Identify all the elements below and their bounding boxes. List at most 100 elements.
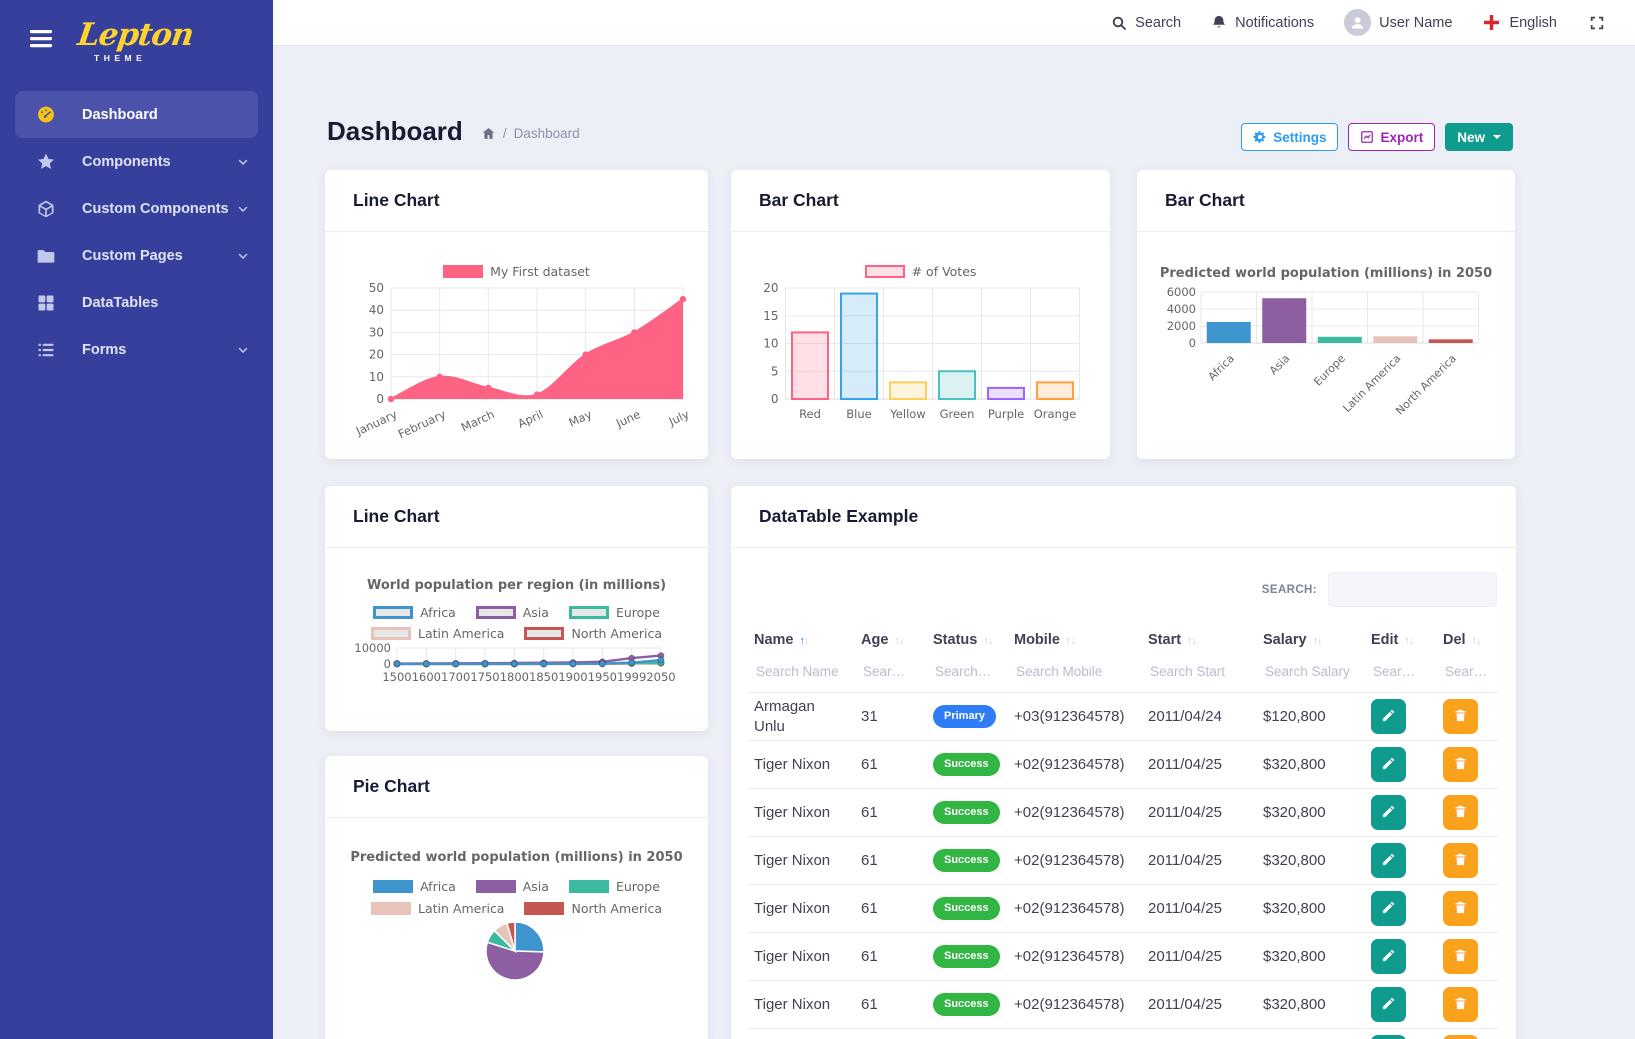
filter-input-mobile[interactable] bbox=[1014, 663, 1131, 680]
legend-item-#-of-votes[interactable]: # of Votes bbox=[864, 264, 977, 279]
delete-button[interactable] bbox=[1443, 795, 1478, 830]
cell-del bbox=[1437, 692, 1499, 741]
cell-age: 61 bbox=[855, 836, 927, 885]
export-button[interactable]: Export bbox=[1348, 123, 1436, 151]
column-header-name[interactable]: Name ↑↓ bbox=[748, 621, 855, 659]
sidebar-item-datatables[interactable]: DataTables bbox=[0, 279, 273, 326]
column-header-salary[interactable]: Salary ↑↓ bbox=[1257, 621, 1365, 659]
filter-input-name[interactable] bbox=[754, 663, 846, 680]
legend-item-north-america[interactable]: North America bbox=[524, 901, 662, 916]
filter-input-salary[interactable] bbox=[1263, 663, 1356, 680]
sidebar-item-custom-pages[interactable]: Custom Pages bbox=[0, 232, 273, 279]
legend-item-my-first-dataset[interactable]: My First dataset bbox=[443, 264, 590, 279]
sidebar-item-custom-components[interactable]: Custom Components bbox=[0, 185, 273, 232]
filter-input-age[interactable] bbox=[861, 663, 921, 680]
navbar-notifications[interactable]: Notifications bbox=[1211, 14, 1314, 31]
column-header-edit[interactable]: Edit ↑↓ bbox=[1365, 621, 1437, 659]
edit-button[interactable] bbox=[1371, 1035, 1406, 1039]
legend-label: North America bbox=[571, 626, 662, 641]
legend-label: # of Votes bbox=[911, 264, 977, 279]
legend-item-europe[interactable]: Europe bbox=[568, 605, 660, 620]
navbar-language[interactable]: English bbox=[1482, 13, 1557, 32]
edit-button[interactable] bbox=[1371, 795, 1406, 830]
legend-swatch bbox=[371, 627, 412, 640]
app-logo[interactable]: Lepton THEME bbox=[76, 17, 196, 63]
cell-del bbox=[1437, 1028, 1499, 1039]
sidebar-item-dashboard[interactable]: Dashboard bbox=[15, 91, 258, 138]
sidebar-item-components[interactable]: Components bbox=[0, 138, 273, 185]
filter-input-status[interactable] bbox=[933, 663, 1001, 680]
search-label: Search bbox=[1135, 14, 1182, 31]
cell-age: 31 bbox=[855, 692, 927, 741]
edit-button[interactable] bbox=[1371, 987, 1406, 1022]
filter-input-edit[interactable] bbox=[1371, 663, 1431, 680]
cell-status: Primary bbox=[927, 692, 1008, 741]
column-header-status[interactable]: Status ↑↓ bbox=[927, 621, 1008, 659]
delete-button[interactable] bbox=[1443, 843, 1478, 878]
fullscreen-button[interactable] bbox=[1587, 13, 1607, 33]
svg-text:July: July bbox=[666, 407, 692, 429]
cell-edit bbox=[1365, 740, 1437, 789]
column-header-start[interactable]: Start ↑↓ bbox=[1142, 621, 1257, 659]
chart-title: Predicted world population (millions) in… bbox=[1159, 266, 1493, 281]
breadcrumb-home-link[interactable] bbox=[481, 126, 496, 141]
svg-text:10: 10 bbox=[763, 337, 778, 351]
table-search-input[interactable] bbox=[1328, 572, 1497, 607]
cell-salary: $320,800 bbox=[1257, 740, 1365, 789]
edit-button[interactable] bbox=[1371, 843, 1406, 878]
delete-button[interactable] bbox=[1443, 1035, 1478, 1039]
export-button-label: Export bbox=[1380, 129, 1424, 145]
new-button[interactable]: New bbox=[1445, 123, 1513, 151]
legend-item-europe[interactable]: Europe bbox=[568, 879, 660, 894]
edit-button[interactable] bbox=[1371, 891, 1406, 926]
svg-text:0: 0 bbox=[1189, 336, 1196, 350]
legend-item-north-america[interactable]: North America bbox=[524, 626, 662, 641]
column-label: Edit bbox=[1371, 632, 1399, 648]
pie-slice-north-america bbox=[506, 921, 516, 952]
sort-icons: ↑↓ bbox=[983, 635, 993, 647]
svg-text:6000: 6000 bbox=[1167, 285, 1196, 299]
column-label: Salary bbox=[1263, 632, 1307, 648]
cell-start: 2011/04/25 bbox=[1142, 836, 1257, 885]
sidebar-item-forms[interactable]: Forms bbox=[0, 326, 273, 373]
svg-text:Asia: Asia bbox=[1267, 352, 1293, 378]
status-badge: Success bbox=[933, 849, 1000, 872]
delete-button[interactable] bbox=[1443, 939, 1478, 974]
menu-toggle-button[interactable] bbox=[26, 26, 56, 55]
delete-button[interactable] bbox=[1443, 987, 1478, 1022]
delete-button[interactable] bbox=[1443, 699, 1478, 734]
sort-icons: ↑↓ bbox=[1471, 635, 1482, 647]
legend-item-africa[interactable]: Africa bbox=[373, 879, 456, 894]
column-header-mobile[interactable]: Mobile ↑↓ bbox=[1008, 621, 1142, 659]
legend-item-africa[interactable]: Africa bbox=[373, 605, 456, 620]
column-header-del[interactable]: Del ↑↓ bbox=[1437, 621, 1499, 659]
svg-text:20: 20 bbox=[369, 348, 384, 362]
cell-edit bbox=[1365, 980, 1437, 1029]
cell-edit bbox=[1365, 788, 1437, 837]
svg-text:2000: 2000 bbox=[1167, 319, 1196, 333]
trash-icon bbox=[1453, 996, 1468, 1014]
edit-button[interactable] bbox=[1371, 939, 1406, 974]
legend-item-latin-america[interactable]: Latin America bbox=[371, 901, 504, 916]
legend-item-asia[interactable]: Asia bbox=[475, 879, 549, 894]
filter-input-del[interactable] bbox=[1443, 663, 1493, 680]
navbar-user[interactable]: User Name bbox=[1344, 9, 1452, 36]
list-icon bbox=[36, 340, 56, 360]
cell-edit bbox=[1365, 884, 1437, 933]
edit-button[interactable] bbox=[1371, 699, 1406, 734]
delete-button[interactable] bbox=[1443, 891, 1478, 926]
cell-name: Armagan Unlu bbox=[748, 692, 855, 741]
delete-button[interactable] bbox=[1443, 747, 1478, 782]
column-header-age[interactable]: Age ↑↓ bbox=[855, 621, 927, 659]
user-icon bbox=[1351, 17, 1364, 29]
settings-button[interactable]: Settings bbox=[1241, 123, 1339, 151]
navbar-search[interactable]: Search bbox=[1111, 15, 1181, 31]
edit-button[interactable] bbox=[1371, 747, 1406, 782]
legend-item-asia[interactable]: Asia bbox=[475, 605, 549, 620]
legend-label: Latin America bbox=[418, 901, 505, 916]
cell-start: 2011/04/25 bbox=[1142, 788, 1257, 837]
filter-input-start[interactable] bbox=[1148, 663, 1247, 680]
legend-item-latin-america[interactable]: Latin America bbox=[371, 626, 504, 641]
